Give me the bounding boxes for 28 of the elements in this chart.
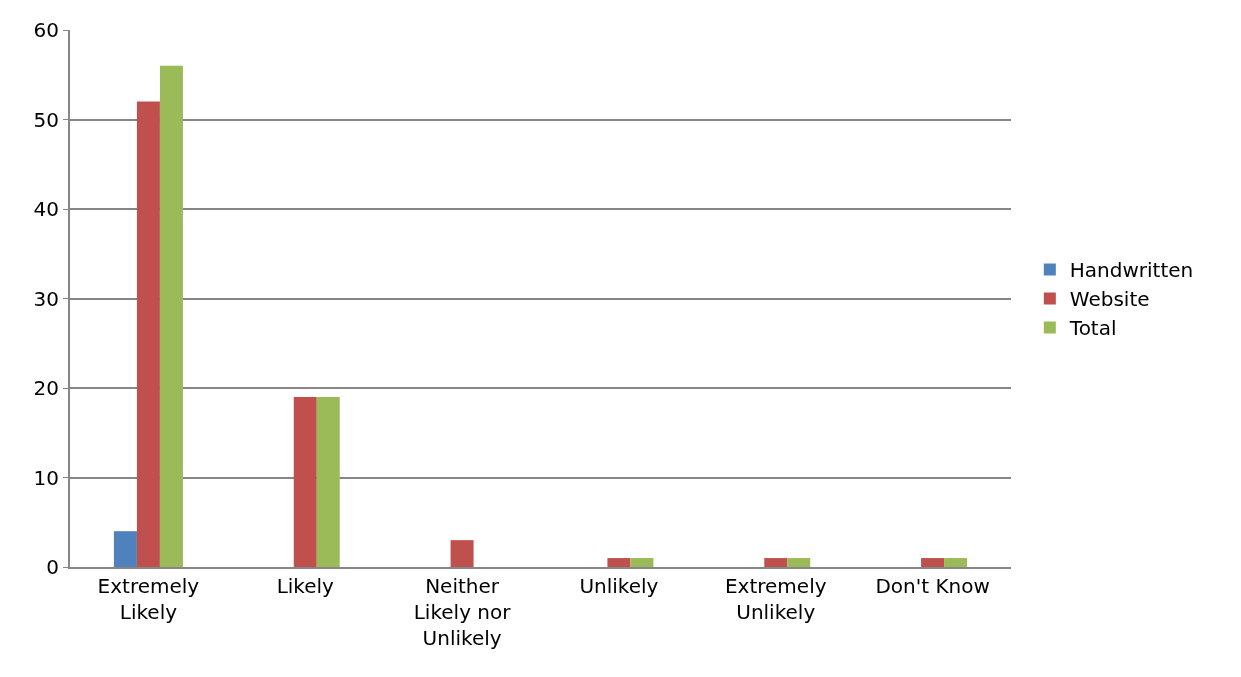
y-tick-label: 40 bbox=[33, 197, 59, 221]
bar bbox=[630, 558, 654, 567]
x-tick-label: Extremely Likely bbox=[97, 574, 200, 624]
bar bbox=[921, 558, 945, 567]
y-tick-label: 0 bbox=[46, 555, 59, 579]
bar bbox=[607, 558, 631, 567]
legend-label: Total bbox=[1068, 316, 1117, 341]
y-tick-label: 60 bbox=[33, 18, 59, 42]
bar bbox=[944, 558, 968, 567]
x-tick-label: Don't Know bbox=[875, 574, 990, 598]
bar bbox=[316, 396, 340, 567]
legend-label: Handwritten bbox=[1069, 258, 1194, 283]
y-tick-label: 30 bbox=[33, 286, 59, 311]
y-tick-label: 10 bbox=[33, 465, 59, 490]
bar bbox=[450, 540, 474, 567]
bar bbox=[159, 65, 183, 567]
x-tick-label: Likely bbox=[276, 574, 335, 598]
y-tick-label: 20 bbox=[33, 376, 59, 400]
bar bbox=[787, 558, 811, 567]
bar bbox=[136, 101, 160, 567]
bar bbox=[764, 558, 788, 567]
bar bbox=[293, 396, 317, 567]
bar bbox=[113, 531, 137, 567]
legend-label: Website bbox=[1069, 287, 1150, 312]
y-tick-label: 50 bbox=[33, 107, 59, 132]
x-tick-label: Unlikely bbox=[579, 574, 659, 598]
x-tick-label: Extremely Unlikely bbox=[724, 574, 827, 624]
x-tick-label: Neither Likely nor Unlikely bbox=[413, 574, 512, 650]
